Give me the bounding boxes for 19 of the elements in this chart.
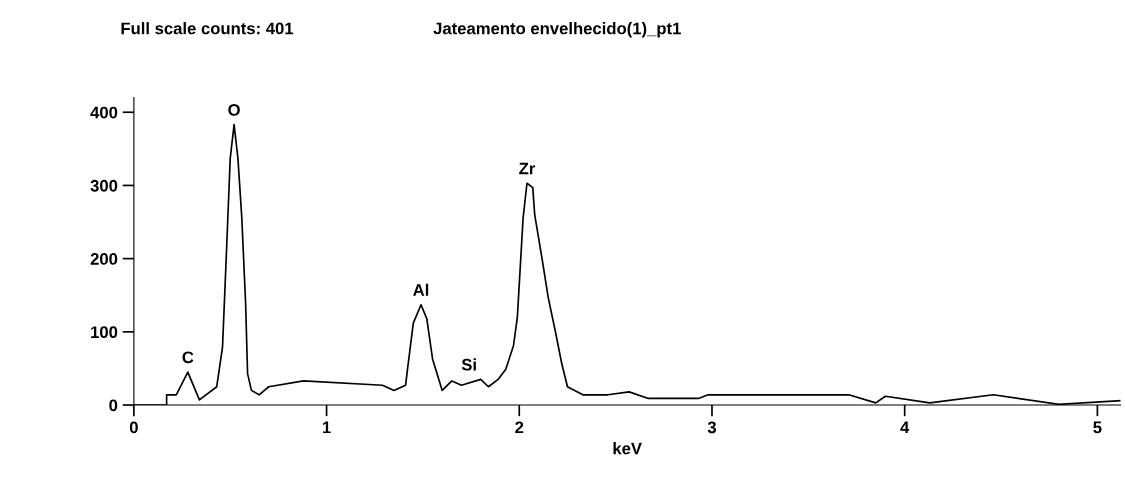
annotation: O [228, 104, 240, 116]
y-tick-label: 300 [90, 179, 118, 192]
annotation: Zr [519, 162, 536, 175]
x-tick-label: 4 [900, 421, 910, 434]
annotation: Al [413, 283, 429, 296]
chart-subtitle: Jateamento envelhecido(1)_pt1 [433, 22, 681, 38]
annotation: Si [461, 358, 476, 371]
x-tick-label: 1 [322, 421, 331, 434]
y-tick-label: 0 [109, 399, 118, 412]
x-tick-label: 0 [129, 421, 138, 434]
x-tick-label: 5 [1093, 421, 1102, 434]
annotation: C [182, 351, 194, 364]
x-tick-label: 3 [707, 421, 717, 434]
chart-title: Full scale counts: 401 [121, 22, 294, 35]
x-tick-label: 2 [515, 421, 524, 434]
y-tick-label: 100 [91, 326, 118, 339]
x-axis-title: keV [613, 442, 642, 455]
y-tick-label: 200 [90, 253, 118, 265]
y-tick-label: 400 [90, 106, 118, 119]
